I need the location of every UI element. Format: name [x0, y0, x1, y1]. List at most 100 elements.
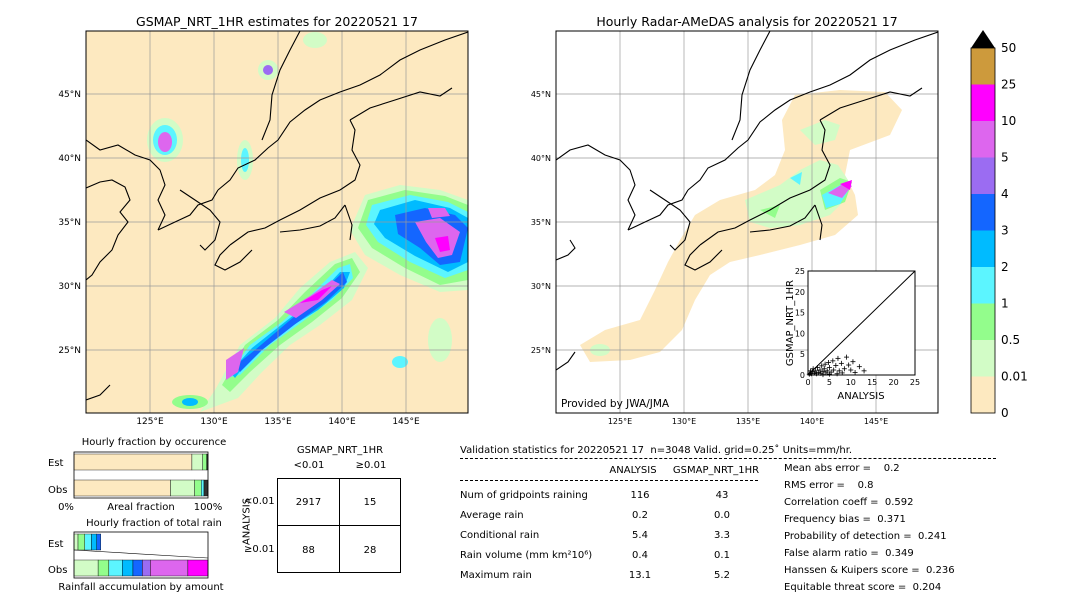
right-lat-30: 30°N	[531, 282, 551, 291]
scatter-xtick: 15	[867, 378, 877, 387]
scatter-point	[814, 371, 820, 377]
left-map-ticks: 45°N 40°N 35°N 30°N 25°N 125°E 130°E 135…	[58, 90, 420, 427]
colorbar-segment	[971, 121, 995, 158]
colorbar-segment	[971, 340, 995, 377]
validation-row-analysis: 0.2	[632, 510, 648, 521]
left-lat-30: 30°N	[58, 282, 81, 292]
scatter-point	[846, 362, 852, 368]
contingency-cell-01: 15	[363, 497, 377, 508]
scatter-ticks: 00 5 5 10 10 15 15 20 20 25 25	[795, 267, 920, 387]
left-lon-135: 135°E	[264, 417, 292, 427]
right-lat-40: 40°N	[531, 154, 551, 163]
right-map-ticks: 45°N 40°N 35°N 30°N 25°N 125°E 130°E 135…	[531, 90, 888, 426]
colorbar-label: 1	[1001, 297, 1009, 311]
left-lat-45: 45°N	[58, 90, 81, 100]
contingency-row-lt: <0.01	[244, 496, 275, 507]
scatter-point	[819, 363, 825, 369]
colorbar-segment	[971, 303, 995, 341]
scatter-point	[806, 371, 812, 377]
colorbar-label: 2	[1001, 260, 1009, 274]
contingency-cell-00: 2917	[295, 497, 322, 508]
scatter-xtick: 5	[827, 378, 832, 387]
scatter-point	[836, 368, 842, 374]
totalrain-obs-label: Obs	[48, 565, 67, 576]
score-ets: Equitable threat score = 0.204	[784, 582, 942, 593]
occurence-segment	[73, 453, 193, 471]
scatter-point	[841, 366, 847, 372]
scatter-point	[839, 370, 845, 376]
occurence-tick-0: 0%	[58, 502, 74, 513]
score-hk: Hanssen & Kuipers score = 0.236	[784, 565, 955, 576]
scatter-point	[820, 372, 826, 378]
validation-row-label: Num of gridpoints raining	[460, 490, 588, 501]
scatter-point	[850, 359, 856, 365]
score-frequency-bias: Frequency bias = 0.371	[784, 514, 906, 525]
contingency-table: 2917 15 88 28	[277, 478, 401, 573]
right-lon-135: 135°E	[736, 417, 760, 426]
scatter-point	[861, 368, 867, 374]
occurence-segment	[73, 479, 171, 497]
validation-header: Validation statistics for 20220521 17 n=…	[460, 445, 853, 456]
scatter-point	[835, 355, 841, 361]
score-correlation: Correlation coeff = 0.592	[784, 497, 914, 508]
contingency-cell-11: 28	[363, 545, 377, 556]
scatter-point	[809, 369, 815, 375]
score-rms-error: RMS error = 0.8	[784, 480, 874, 491]
scatter-point	[826, 365, 832, 371]
score-far: False alarm ratio = 0.349	[784, 548, 914, 559]
occurence-chart: Est Obs 0% 100% Areal fraction	[48, 451, 222, 513]
occurence-segment	[202, 453, 207, 471]
totalrain-segment	[187, 559, 209, 577]
validation-row-label: Maximum rain	[460, 570, 532, 581]
colorbar-segment	[971, 48, 995, 85]
left-lon-145: 145°E	[392, 417, 420, 427]
scatter-point	[824, 368, 830, 374]
left-lon-140: 140°E	[328, 417, 356, 427]
occurence-segment	[194, 479, 202, 497]
score-mean-abs-error: Mean abs error = 0.2	[784, 463, 900, 474]
contingency-cell-10: 88	[302, 545, 315, 556]
scatter-point	[834, 371, 840, 377]
validation-col-gsmap: GSMAP_NRT_1HR	[672, 465, 760, 476]
scatter-xtick: 20	[889, 378, 899, 387]
left-map-grid	[86, 31, 468, 413]
right-lat-35: 35°N	[531, 218, 551, 227]
scatter-xtick: 0	[805, 378, 810, 387]
left-lon-130: 130°E	[200, 417, 228, 427]
scatter-xlabel: ANALYSIS	[837, 391, 884, 402]
right-coastlines	[556, 31, 938, 371]
radar-credit: Provided by JWA/JMA	[561, 398, 670, 410]
colorbar-segment	[971, 267, 995, 304]
right-lat-25: 25°N	[531, 346, 551, 355]
totalrain-segment	[77, 533, 85, 551]
colorbar-segment	[971, 157, 995, 195]
totalrain-est-label: Est	[48, 539, 64, 550]
validation-row-gsmap: 0.0	[714, 510, 730, 521]
scatter-inset: 00 5 5 10 10 15 15 20 20 25 25 ANALYSIS GSMAP_NRT_…	[785, 267, 920, 402]
scatter-xtick: 10	[846, 378, 856, 387]
totalrain-segment	[122, 559, 134, 577]
scatter-ytick: 25	[795, 267, 805, 276]
scatter-ytick: 20	[795, 288, 805, 297]
occurence-segment	[201, 479, 205, 497]
totalrain-segment	[97, 559, 110, 577]
scatter-point	[848, 367, 854, 373]
validation-row-analysis: 116	[630, 490, 650, 501]
occurence-xlabel: Areal fraction	[107, 502, 174, 513]
colorbar-label: 0.01	[1001, 370, 1028, 384]
totalrain-segment	[73, 559, 99, 577]
totalrain-segment	[132, 559, 143, 577]
right-lon-145: 145°E	[864, 417, 888, 426]
scatter-point	[844, 354, 850, 360]
totalrain-segment	[84, 533, 92, 551]
left-lat-35: 35°N	[58, 218, 81, 228]
left-lat-25: 25°N	[58, 346, 81, 356]
scatter-ytick: 15	[795, 309, 805, 318]
score-pod: Probability of detection = 0.241	[784, 531, 947, 542]
right-lat-45: 45°N	[531, 90, 551, 99]
left-rain-field	[147, 32, 468, 412]
totalrain-segment	[91, 533, 97, 551]
scatter-point	[813, 368, 819, 374]
right-lon-140: 140°E	[800, 417, 824, 426]
colorbar-segment	[971, 194, 995, 231]
